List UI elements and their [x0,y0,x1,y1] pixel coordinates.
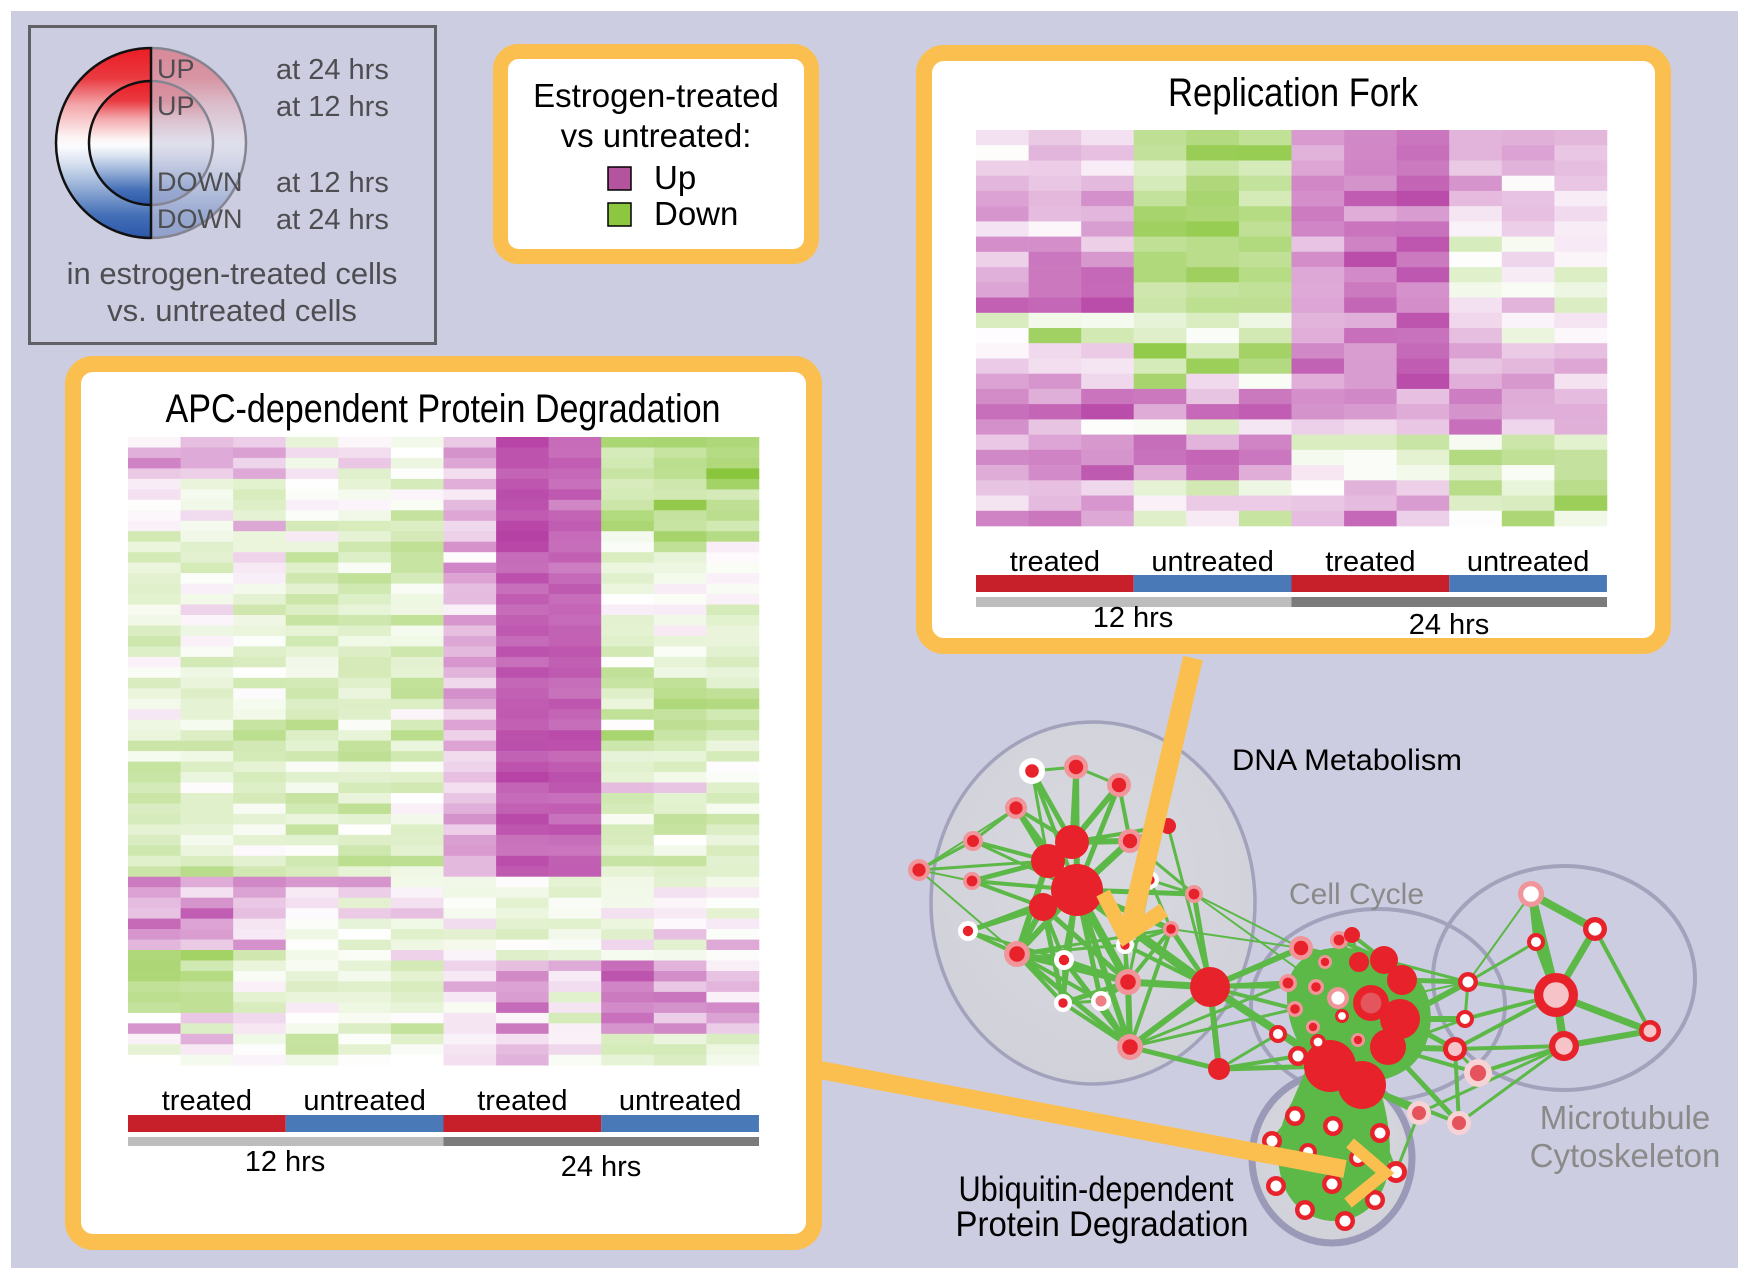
svg-text:Protein Degradation: Protein Degradation [956,1205,1249,1244]
svg-text:Cell Cycle: Cell Cycle [1289,878,1424,911]
svg-text:DOWN: DOWN [157,204,242,234]
svg-text:untreated: untreated [619,1085,742,1117]
svg-text:treated: treated [1325,546,1415,578]
svg-text:treated: treated [162,1085,252,1117]
svg-text:Ubiquitin-dependent: Ubiquitin-dependent [959,1170,1234,1209]
svg-text:Cytoskeleton: Cytoskeleton [1530,1137,1721,1174]
svg-text:at 12 hrs: at 12 hrs [276,91,389,123]
svg-text:vs. untreated cells: vs. untreated cells [107,293,357,328]
svg-text:at 24 hrs: at 24 hrs [276,54,389,86]
svg-text:Up: Up [654,159,696,196]
svg-text:12 hrs: 12 hrs [1093,602,1174,634]
svg-text:untreated: untreated [1151,546,1274,578]
svg-text:12 hrs: 12 hrs [245,1146,326,1178]
svg-text:APC-dependent Protein Degradat: APC-dependent Protein Degradation [166,387,721,431]
svg-text:24 hrs: 24 hrs [561,1151,642,1183]
svg-text:at 24 hrs: at 24 hrs [276,204,389,236]
svg-text:treated: treated [1010,546,1100,578]
svg-text:untreated: untreated [303,1085,426,1117]
svg-text:untreated: untreated [1467,546,1590,578]
svg-text:at 12 hrs: at 12 hrs [276,167,389,199]
svg-text:DOWN: DOWN [157,167,242,197]
svg-text:vs untreated:: vs untreated: [561,117,752,154]
svg-text:Down: Down [654,195,738,232]
svg-text:DNA Metabolism: DNA Metabolism [1232,744,1462,777]
svg-text:treated: treated [477,1085,567,1117]
svg-text:Replication Fork: Replication Fork [1168,71,1419,115]
svg-text:in estrogen-treated cells: in estrogen-treated cells [67,256,398,291]
svg-text:UP: UP [157,91,195,121]
svg-text:24 hrs: 24 hrs [1409,609,1490,641]
svg-text:UP: UP [157,54,195,84]
svg-text:Estrogen-treated: Estrogen-treated [533,77,779,114]
svg-text:Microtubule: Microtubule [1540,1099,1711,1136]
